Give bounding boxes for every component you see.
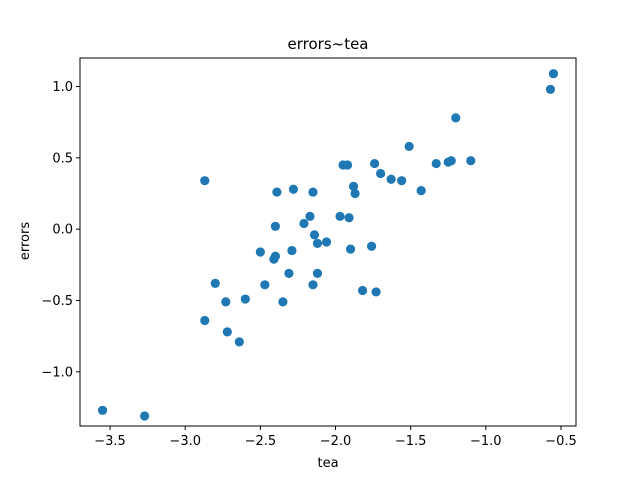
scatter-point [397,176,407,186]
y-tick-label: 0.0 [52,223,73,238]
scatter-point [548,69,559,79]
scatter-point [431,158,441,169]
scatter-point [270,251,280,261]
plot-frame [79,57,577,427]
scatter-point [376,168,386,179]
scatter-point [222,327,232,337]
scatter-point [416,186,426,196]
scatter-point [335,211,345,221]
y-axis-label: errors [18,222,33,260]
y-tick-label: −1.0 [41,365,73,380]
scatter-point [210,278,220,288]
scatter-point [348,181,359,191]
x-tick-label: −3.0 [169,434,201,449]
scatter-point [200,315,210,326]
y-tick-label: 0.5 [52,151,73,166]
scatter-point [240,294,250,304]
scatter-point [366,241,377,251]
scatter-point [288,184,299,194]
scatter-point [466,156,476,166]
scatter-point [345,244,356,254]
scatter-point [255,247,265,257]
scatter-point [308,187,318,197]
scatter-point [344,213,354,223]
y-tick-label: 1.0 [52,80,73,95]
scatter-point [260,280,270,290]
x-tick-label: −1.5 [395,434,427,449]
x-tick-label: −2.5 [245,434,277,449]
scatter-point [299,218,309,229]
x-tick-label: −0.5 [545,434,577,449]
scatter-point [284,268,294,278]
chart-title: errors~tea [288,35,369,53]
x-axis-label: tea [317,456,338,471]
scatter-point [309,230,320,240]
scatter-point [342,160,353,170]
scatter-point [451,113,461,123]
scatter-point [287,245,297,256]
scatter-point [350,188,360,199]
scatter-point [371,287,381,297]
scatter-point [140,411,150,421]
scatter-point [369,158,380,169]
y-axis: −1.0 −0.5 0.0 0.5 1.0 [41,80,80,380]
scatter-point [545,84,556,94]
x-axis: −3.5 −3.0 −2.5 −2.0 −1.5 −1.0 −0.5 [94,426,577,449]
plot-area [79,57,577,427]
scatter-point [305,211,315,221]
scatter-point [272,187,282,197]
scatter-point [278,297,288,307]
scatter-point [446,156,456,166]
x-tick-label: −3.5 [94,434,126,449]
scatter-point [312,238,323,249]
scatter-point [404,141,414,152]
scatter-point [97,405,108,415]
scatter-point [234,337,244,347]
x-tick-label: −2.0 [320,434,352,449]
x-tick-label: −1.0 [470,434,502,449]
scatter-point [321,237,332,247]
scatter-point [221,297,231,307]
scatter-point [386,174,396,184]
scatter-point [270,221,280,231]
scatter-point [308,280,318,290]
scatter-point [312,268,323,278]
y-tick-label: −0.5 [41,294,73,309]
scatter-point [357,285,368,296]
scatter-point [200,176,210,186]
